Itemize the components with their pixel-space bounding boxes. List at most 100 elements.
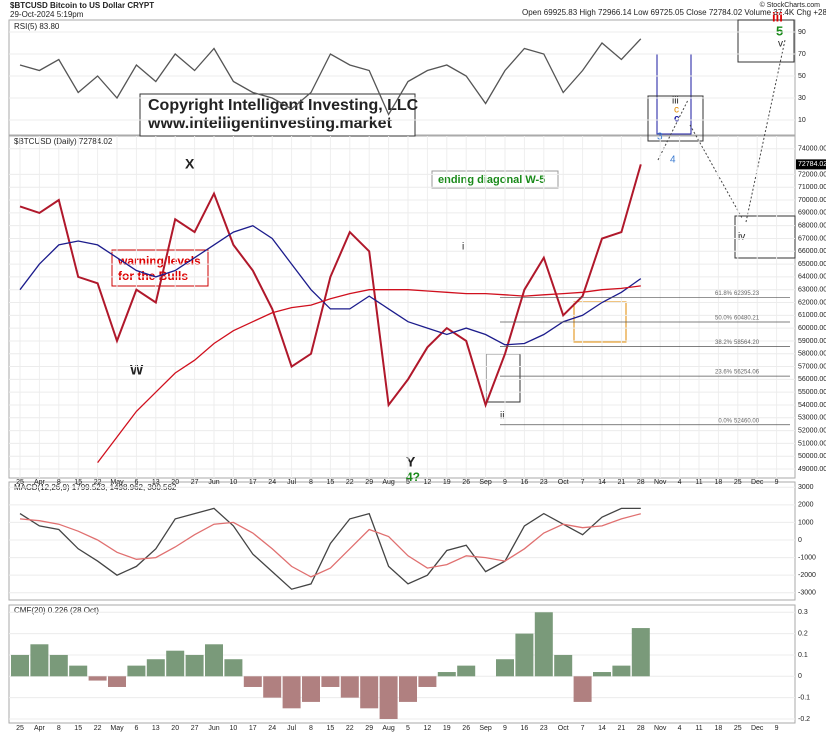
y-tick-label: 70000.00	[798, 197, 826, 204]
x-tick-label: 11	[695, 725, 702, 732]
diagonal-label: ending diagonal W-5	[438, 174, 545, 186]
x-tick-label: 14	[598, 479, 606, 486]
y-tick-label: 55000.00	[798, 389, 826, 396]
bar	[166, 650, 185, 677]
cmf-panel	[8, 604, 796, 724]
price-title: $BTCUSD (Daily) 72784.02	[14, 137, 113, 146]
x-tick-label: Apr	[34, 725, 46, 732]
y-tick-label: 60000.00	[798, 325, 826, 332]
target-box	[734, 215, 796, 259]
x-tick-label: 5	[406, 725, 410, 732]
fib-ratio: 50.0%	[715, 316, 733, 322]
y-tick-label: 10	[798, 117, 806, 124]
wave-label: iv	[738, 232, 745, 243]
x-tick-label: 26	[462, 479, 470, 486]
x-tick-label: 22	[346, 725, 354, 732]
x-tick-label: 29	[365, 479, 373, 486]
cmf-title: CMF(20) 0.226 (28 Oct)	[14, 606, 99, 615]
x-tick-label: 6	[134, 479, 138, 486]
series-line	[19, 513, 641, 578]
x-tick-label: 21	[618, 479, 626, 486]
x-tick-label: 28	[637, 725, 645, 732]
x-tick-label: 18	[715, 725, 723, 732]
x-tick-label: 11	[695, 479, 702, 486]
wave-label: iii	[772, 9, 783, 24]
bar	[11, 654, 29, 677]
y-tick-label: 50	[798, 73, 806, 80]
ohlc: Open 69925.83 High 72966.14 Low 69725.05…	[522, 8, 826, 17]
x-tick-label: Dec	[751, 479, 764, 486]
x-tick-label: Aug	[382, 725, 395, 732]
y-tick-label: 59000.00	[798, 338, 826, 345]
x-tick-label: 15	[74, 725, 82, 732]
symbol: $BTCUSD Bitcoin to US Dollar CRYPT	[10, 1, 154, 10]
fib-label: 56254.06	[734, 370, 760, 376]
x-tick-label: Apr	[34, 479, 46, 486]
x-tick-label: 24	[268, 725, 276, 732]
x-tick-label: May	[110, 479, 124, 486]
bar	[108, 676, 126, 687]
x-tick-label: 4	[678, 725, 682, 732]
y-tick-label: -1000	[798, 554, 816, 561]
bar	[437, 672, 456, 677]
x-tick-label: 27	[191, 725, 199, 732]
bar	[30, 644, 49, 677]
fib-label: 52460.00	[734, 418, 760, 424]
x-tick-label: Nov	[654, 725, 667, 732]
x-tick-label: 8	[309, 479, 313, 486]
y-tick-label: -0.1	[798, 694, 810, 701]
x-tick-label: 8	[309, 725, 313, 732]
brand: © StockCharts.com	[760, 1, 821, 9]
x-tick-label: 15	[74, 479, 82, 486]
x-tick-label: 12	[424, 725, 432, 732]
x-tick-label: 9	[775, 479, 779, 486]
y-tick-label: 1000	[798, 519, 814, 526]
x-tick-label: 16	[521, 479, 529, 486]
x-tick-label: 25	[16, 725, 24, 732]
x-tick-label: 29	[365, 725, 373, 732]
rsi-title: RSI(5) 83.80	[14, 22, 60, 31]
timestamp: 29-Oct-2024 5:19pm	[10, 10, 84, 19]
x-tick-label: 20	[171, 479, 179, 486]
fib-label: 60480.21	[734, 316, 760, 322]
x-tick-label: 25	[734, 725, 742, 732]
bar	[418, 676, 437, 687]
x-tick-label: Jul	[287, 479, 296, 486]
fib-label: 58564.20	[734, 340, 760, 346]
x-tick-label: 26	[462, 725, 470, 732]
fib-ratio: 61.8%	[715, 291, 733, 297]
bar	[340, 676, 359, 698]
y-tick-label: 66000.00	[798, 248, 826, 255]
y-tick-label: 0.3	[798, 609, 808, 616]
fib-ratio: 0.0%	[718, 418, 732, 424]
bar	[573, 676, 592, 702]
y-tick-label: 51000.00	[798, 440, 826, 447]
x-tick-label: Oct	[558, 725, 569, 732]
y-tick-label: 74000.00	[798, 146, 826, 153]
y-tick-label: 69000.00	[798, 210, 826, 217]
y-tick-label: 90	[798, 29, 806, 36]
x-tick-label: Sep	[479, 725, 492, 732]
target-box	[647, 95, 704, 142]
x-tick-label: 15	[327, 479, 335, 486]
x-tick-label: 7	[581, 725, 585, 732]
x-tick-label: 13	[152, 479, 160, 486]
bar	[321, 676, 340, 687]
bar	[515, 633, 534, 677]
y-tick-label: 58000.00	[798, 351, 826, 358]
x-tick-label: 22	[94, 479, 102, 486]
x-tick-label: Aug	[382, 479, 395, 486]
x-tick-label: 10	[230, 479, 238, 486]
x-tick-label: 19	[443, 479, 451, 486]
series-line	[19, 164, 642, 409]
x-tick-label: 22	[94, 725, 102, 732]
y-tick-label: 0.1	[798, 652, 808, 659]
wave-label: 4?	[406, 470, 420, 484]
x-tick-label: Oct	[558, 479, 569, 486]
bar	[631, 628, 650, 677]
bar	[457, 665, 476, 677]
y-tick-label: -0.2	[798, 716, 810, 723]
x-tick-label: 15	[327, 725, 335, 732]
x-tick-label: 8	[57, 479, 61, 486]
